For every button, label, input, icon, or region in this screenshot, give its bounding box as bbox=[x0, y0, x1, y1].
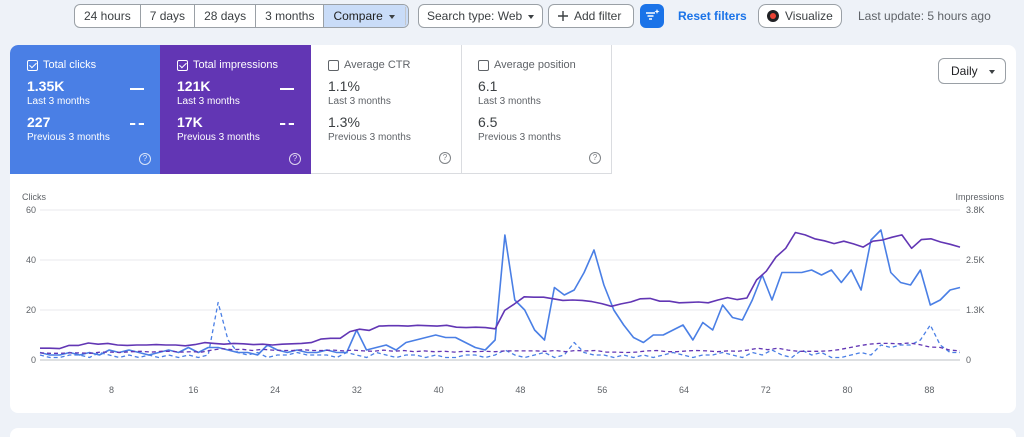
right-tick-label: 0 bbox=[966, 355, 971, 365]
filter-sparkle-button[interactable] bbox=[640, 4, 664, 28]
left-tick-label: 20 bbox=[26, 305, 36, 315]
last-update-text: Last update: 5 hours ago bbox=[858, 9, 991, 23]
chevron-down-icon bbox=[528, 14, 535, 19]
x-tick-label: 24 bbox=[270, 385, 280, 395]
range-3-months-button[interactable]: 3 months bbox=[256, 5, 325, 27]
metric-card-average-position[interactable]: Average position 6.1 Last 3 months 6.5 P… bbox=[461, 45, 612, 174]
x-tick-label: 56 bbox=[597, 385, 607, 395]
search-type-dropdown[interactable]: Search type: Web bbox=[418, 4, 544, 28]
x-tick-label: 40 bbox=[434, 385, 444, 395]
range-24-hours-button[interactable]: 24 hours bbox=[75, 5, 141, 27]
metric-previous-period: Previous 3 months bbox=[177, 132, 260, 143]
metric-current-period: Last 3 months bbox=[177, 96, 240, 107]
metric-current-value: 1.35K bbox=[27, 78, 65, 94]
checkbox-checked-icon[interactable] bbox=[27, 59, 38, 71]
chart-grid bbox=[40, 209, 960, 361]
metric-previous-value: 1.3% bbox=[328, 114, 360, 130]
range-28-days-button[interactable]: 28 days bbox=[195, 5, 257, 27]
x-tick-label: 48 bbox=[515, 385, 525, 395]
metric-card-total-clicks[interactable]: Total clicks 1.35K Last 3 months 227 Pre… bbox=[10, 45, 161, 174]
help-icon[interactable]: ? bbox=[589, 152, 601, 164]
x-axis-ticks: 8 16 24 32 40 48 56 64 72 80 88 bbox=[109, 385, 934, 395]
x-tick-label: 16 bbox=[188, 385, 198, 395]
performance-panel: Total clicks 1.35K Last 3 months 227 Pre… bbox=[10, 45, 1016, 413]
left-tick-label: 40 bbox=[26, 255, 36, 265]
dashed-line-legend-icon bbox=[280, 123, 294, 125]
checkbox-unchecked-icon[interactable] bbox=[328, 59, 339, 71]
toolbar: 24 hours 7 days 28 days 3 months Compare… bbox=[0, 0, 1024, 32]
metric-label: Total impressions bbox=[193, 59, 278, 71]
help-icon[interactable]: ? bbox=[439, 152, 451, 164]
reset-filters-link[interactable]: Reset filters bbox=[678, 9, 747, 23]
metric-previous-period: Previous 3 months bbox=[328, 132, 411, 143]
compare-label: Compare bbox=[333, 9, 383, 23]
chevron-down-icon bbox=[989, 70, 995, 74]
metric-previous-value: 227 bbox=[27, 114, 51, 130]
filter-sparkle-icon bbox=[646, 9, 660, 20]
x-tick-label: 32 bbox=[352, 385, 362, 395]
left-tick-label: 60 bbox=[26, 205, 36, 215]
performance-chart: Clicks Impressions 0 20 40 60 0 1.3K 2.5K 3.8K… bbox=[22, 192, 1005, 395]
visualize-label: Visualize bbox=[785, 9, 833, 23]
metric-current-period: Last 3 months bbox=[27, 96, 90, 107]
right-axis-ticks: 0 1.3K 2.5K 3.8K bbox=[966, 205, 985, 365]
left-axis-ticks: 0 20 40 60 bbox=[26, 205, 36, 365]
solid-line-legend-icon bbox=[130, 88, 144, 90]
dashed-line-legend-icon bbox=[130, 123, 144, 125]
chevron-down-icon bbox=[388, 14, 395, 19]
right-tick-label: 1.3K bbox=[966, 305, 985, 315]
metric-previous-period: Previous 3 months bbox=[27, 132, 110, 143]
metric-current-value: 6.1 bbox=[478, 78, 498, 94]
chart-series bbox=[39, 229, 961, 359]
help-icon[interactable]: ? bbox=[289, 153, 301, 165]
granularity-dropdown[interactable]: Daily bbox=[938, 58, 1006, 84]
metric-label: Total clicks bbox=[43, 59, 97, 71]
right-tick-label: 2.5K bbox=[966, 255, 985, 265]
left-tick-label: 0 bbox=[31, 355, 36, 365]
add-filter-button[interactable]: Add filter bbox=[548, 4, 634, 28]
search-type-label: Search type: Web bbox=[427, 9, 523, 23]
metric-current-value: 1.1% bbox=[328, 78, 360, 94]
visualize-icon bbox=[767, 10, 779, 22]
date-range-selector: 24 hours 7 days 28 days 3 months Compare bbox=[74, 4, 410, 28]
help-icon[interactable]: ? bbox=[139, 153, 151, 165]
metric-previous-period: Previous 3 months bbox=[478, 132, 561, 143]
plus-icon bbox=[558, 11, 568, 21]
metric-previous-value: 17K bbox=[177, 114, 203, 130]
metric-current-value: 121K bbox=[177, 78, 211, 94]
series-line-2 bbox=[40, 231, 961, 350]
granularity-label: Daily bbox=[951, 64, 978, 78]
x-tick-label: 8 bbox=[109, 385, 114, 395]
metric-current-period: Last 3 months bbox=[478, 96, 541, 107]
right-tick-label: 3.8K bbox=[966, 205, 985, 215]
checkbox-checked-icon[interactable] bbox=[177, 59, 188, 71]
x-tick-label: 64 bbox=[679, 385, 689, 395]
checkbox-unchecked-icon[interactable] bbox=[478, 59, 489, 71]
add-filter-label: Add filter bbox=[574, 9, 622, 23]
compare-dropdown[interactable]: Compare bbox=[324, 5, 409, 27]
left-axis-label: Clicks bbox=[22, 192, 46, 202]
solid-line-legend-icon bbox=[280, 88, 294, 90]
metric-card-average-ctr[interactable]: Average CTR 1.1% Last 3 months 1.3% Prev… bbox=[311, 45, 462, 174]
x-tick-label: 80 bbox=[843, 385, 853, 395]
series-line-0 bbox=[39, 229, 961, 356]
metric-label: Average position bbox=[494, 59, 576, 71]
toolbar-divider bbox=[405, 7, 406, 25]
visualize-button[interactable]: Visualize bbox=[758, 4, 842, 28]
metric-label: Average CTR bbox=[344, 59, 411, 71]
range-7-days-button[interactable]: 7 days bbox=[141, 5, 196, 27]
right-axis-label: Impressions bbox=[955, 192, 1004, 202]
metric-current-period: Last 3 months bbox=[328, 96, 391, 107]
series-line-1 bbox=[39, 301, 960, 359]
metric-card-total-impressions[interactable]: Total impressions 121K Last 3 months 17K… bbox=[160, 45, 311, 174]
metric-previous-value: 6.5 bbox=[478, 114, 498, 130]
x-tick-label: 72 bbox=[761, 385, 771, 395]
next-panel bbox=[10, 428, 1016, 437]
x-tick-label: 88 bbox=[924, 385, 934, 395]
